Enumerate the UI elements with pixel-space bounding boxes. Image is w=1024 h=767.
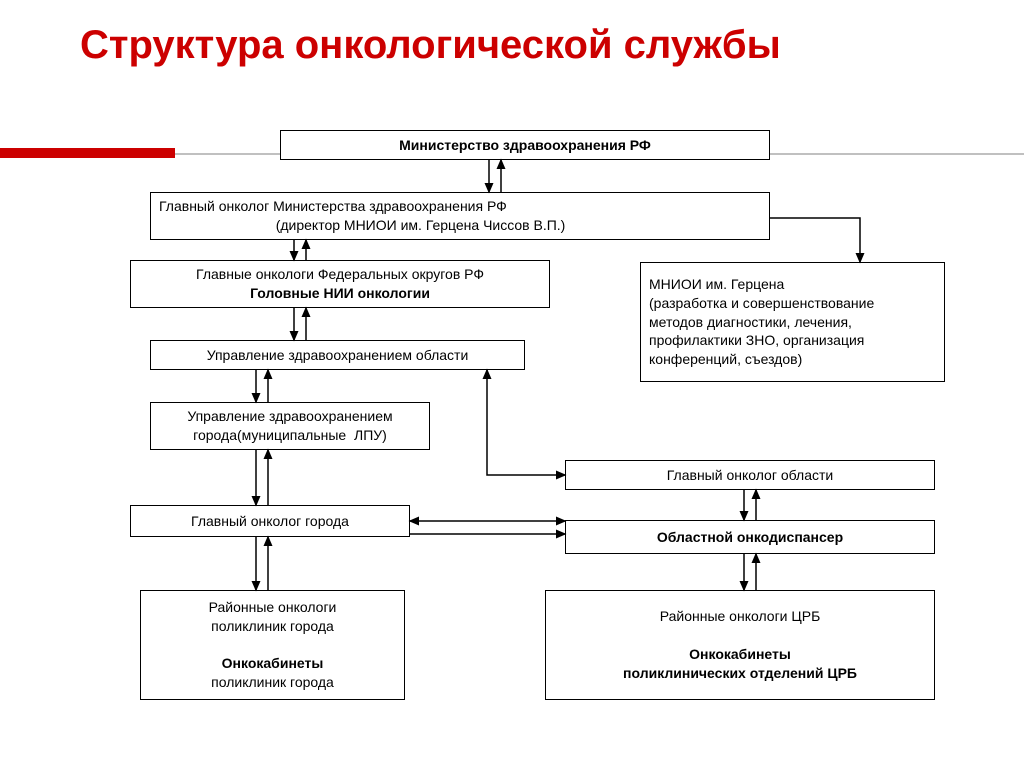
flowchart-node: Министерство здравоохранения РФ <box>280 130 770 160</box>
flowchart-node: Главный онколог города <box>130 505 410 537</box>
flowchart-node: Управление здравоохранениемгорода(муници… <box>150 402 430 450</box>
node-text: Главный онколог области <box>667 466 833 485</box>
node-text: поликлиник города <box>211 617 334 636</box>
slide-title: Структура онкологической службы <box>80 22 781 68</box>
node-text: Головные НИИ онкологии <box>250 284 430 303</box>
node-text: поликлиник города <box>211 673 334 692</box>
node-text: методов диагностики, лечения, <box>649 313 852 332</box>
node-text: Онкокабинеты <box>689 645 791 664</box>
node-text: Онкокабинеты <box>222 654 324 673</box>
node-text <box>271 636 275 655</box>
flowchart-node: Областной онкодиспансер <box>565 520 935 554</box>
flowchart-node: Главный онколог области <box>565 460 935 490</box>
node-text: города(муниципальные ЛПУ) <box>193 426 387 445</box>
node-text: профилактики ЗНО, организация <box>649 331 864 350</box>
node-text: Районные онкологи ЦРБ <box>660 607 821 626</box>
flowchart-node: Районные онкологи ЦРБ Онкокабинетыполикл… <box>545 590 935 700</box>
flowchart-node: МНИОИ им. Герцена(разработка и совершенс… <box>640 262 945 382</box>
flowchart-node: Главный онколог Министерства здравоохран… <box>150 192 770 240</box>
flowchart-node: Главные онкологи Федеральных округов РФГ… <box>130 260 550 308</box>
flowchart-node: Районные онкологиполиклиник города Онкок… <box>140 590 405 700</box>
node-text: Областной онкодиспансер <box>657 528 843 547</box>
node-text: (разработка и совершенствование <box>649 294 874 313</box>
node-text: (директор МНИОИ им. Герцена Чиссов В.П.) <box>159 216 565 235</box>
node-text: МНИОИ им. Герцена <box>649 275 784 294</box>
accent-bar <box>0 148 175 158</box>
node-text <box>738 626 742 645</box>
node-text: Управление здравоохранением <box>187 407 392 426</box>
node-text: Управление здравоохранением области <box>207 346 469 365</box>
node-text: Главный онколог Министерства здравоохран… <box>159 197 507 216</box>
node-text: поликлинических отделений ЦРБ <box>623 664 857 683</box>
node-text: Районные онкологи <box>209 598 337 617</box>
node-text: Главные онкологи Федеральных округов РФ <box>196 265 484 284</box>
node-text: Министерство здравоохранения РФ <box>399 136 651 155</box>
node-text: Главный онколог города <box>191 512 349 531</box>
node-text: конференций, съездов) <box>649 350 802 369</box>
flowchart-node: Управление здравоохранением области <box>150 340 525 370</box>
